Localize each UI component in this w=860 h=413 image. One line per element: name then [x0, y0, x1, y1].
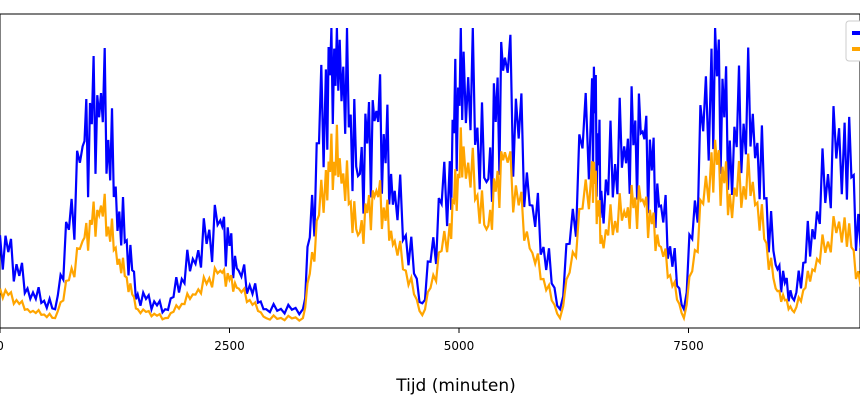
legend-box: [845, 20, 860, 62]
series-line-1: [0, 27, 860, 317]
x-axis-title: Tijd (minuten): [395, 376, 516, 396]
x-tick-label: 5000: [444, 339, 475, 353]
x-tick-label: 2500: [214, 339, 245, 353]
series-line-2: [0, 124, 860, 322]
x-tick-label: 7500: [673, 339, 704, 353]
x-tick-label: 0: [0, 339, 4, 353]
series-layer: [0, 27, 860, 322]
legend: [845, 20, 860, 62]
x-axis: 025005000750010000125001500017500: [0, 328, 704, 353]
